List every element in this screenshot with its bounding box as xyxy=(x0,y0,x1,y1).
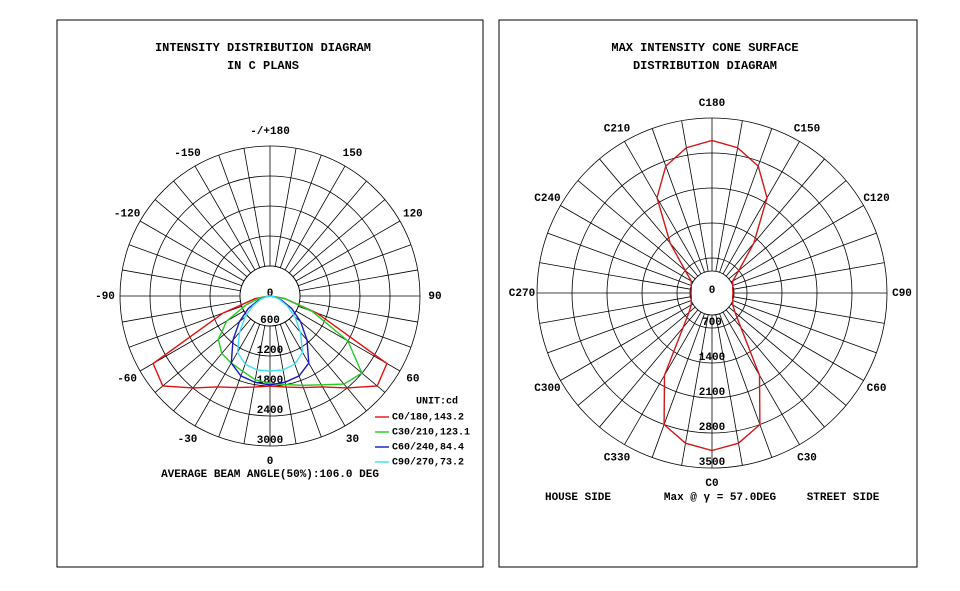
legend-label: C60/240,84.4 xyxy=(392,442,464,454)
angle-tick-label: -60 xyxy=(117,373,137,385)
angle-tick-label: C330 xyxy=(604,452,630,464)
legend-title: UNIT:cd xyxy=(416,396,458,408)
ring xyxy=(536,117,888,469)
angle-tick-label: -/+180 xyxy=(250,126,290,138)
panel-right xyxy=(498,19,918,568)
spoke xyxy=(547,232,692,286)
ring xyxy=(676,257,748,329)
spoke xyxy=(599,158,699,277)
spoke xyxy=(539,262,691,290)
spoke xyxy=(732,300,877,354)
spoke xyxy=(722,311,800,445)
angle-tick-label: C0 xyxy=(705,478,718,490)
angle-tick-label: C240 xyxy=(534,193,560,205)
chart-title: IN C PLANS xyxy=(227,59,299,73)
r-tick-label: 2400 xyxy=(257,405,283,417)
spoke xyxy=(651,313,705,458)
spoke xyxy=(730,205,864,283)
ring xyxy=(571,152,853,434)
r-tick-label: 600 xyxy=(260,315,280,327)
footer: STREET SIDE xyxy=(807,492,880,504)
curve xyxy=(656,139,768,452)
ring xyxy=(606,187,818,399)
angle-tick-label: 120 xyxy=(403,208,423,220)
ring xyxy=(641,222,783,364)
spoke xyxy=(681,314,709,466)
legend-label: C0/180,143.2 xyxy=(392,412,464,424)
ring xyxy=(119,145,421,447)
angle-tick-label: -120 xyxy=(114,208,140,220)
angle-tick-label: 30 xyxy=(346,434,359,446)
spoke xyxy=(728,306,847,406)
spoke xyxy=(732,232,877,286)
angle-tick-label: 90 xyxy=(428,291,441,303)
angle-tick-label: C120 xyxy=(863,193,889,205)
r-tick-label: 3500 xyxy=(699,457,725,469)
spoke xyxy=(547,300,692,354)
spoke xyxy=(560,205,694,283)
angle-tick-label: C150 xyxy=(794,123,820,135)
r-tick-label: 3000 xyxy=(257,435,283,447)
legend-label: C30/210,123.1 xyxy=(392,427,470,439)
legend-label: C90/270,73.2 xyxy=(392,457,464,469)
spoke xyxy=(719,313,773,458)
angle-tick-label: C180 xyxy=(699,98,725,110)
r-tick-label: 0 xyxy=(267,288,274,300)
spoke xyxy=(560,303,694,381)
spoke xyxy=(725,158,825,277)
chart-title: MAX INTENSITY CONE SURFACE xyxy=(611,41,798,55)
angle-tick-label: C300 xyxy=(534,383,560,395)
angle-tick-label: C90 xyxy=(892,288,912,300)
angle-tick-label: 60 xyxy=(406,373,419,385)
spoke xyxy=(728,180,847,280)
angle-tick-label: C270 xyxy=(509,288,535,300)
spoke xyxy=(715,314,743,466)
spoke xyxy=(539,296,691,324)
r-tick-label: 2100 xyxy=(699,387,725,399)
spoke xyxy=(733,262,885,290)
spoke xyxy=(599,309,699,428)
ring xyxy=(239,265,301,327)
footer: HOUSE SIDE xyxy=(545,492,611,504)
curve xyxy=(230,295,310,386)
curve xyxy=(236,295,304,372)
angle-tick-label: C210 xyxy=(604,123,630,135)
angle-tick-label: 150 xyxy=(343,148,363,160)
angle-tick-label: 0 xyxy=(267,456,274,468)
r-tick-label: 700 xyxy=(702,317,722,329)
spoke xyxy=(725,309,825,428)
inner-ring xyxy=(689,270,735,316)
r-tick-label: 2800 xyxy=(699,422,725,434)
spoke xyxy=(624,311,702,445)
r-tick-label: 0 xyxy=(709,285,716,297)
spoke xyxy=(730,303,864,381)
chart-title: INTENSITY DISTRIBUTION DIAGRAM xyxy=(155,41,371,55)
angle-tick-label: C30 xyxy=(797,452,817,464)
spoke xyxy=(577,180,696,280)
angle-tick-label: -90 xyxy=(95,291,115,303)
ring xyxy=(149,175,391,417)
spoke xyxy=(651,128,705,273)
spoke xyxy=(681,120,709,272)
spoke xyxy=(624,141,702,275)
chart-title: DISTRIBUTION DIAGRAM xyxy=(633,59,777,73)
ring xyxy=(209,235,331,357)
panel-left xyxy=(56,19,484,568)
r-tick-label: 1200 xyxy=(257,345,283,357)
spoke xyxy=(733,296,885,324)
spoke xyxy=(577,306,696,406)
r-tick-label: 1400 xyxy=(699,352,725,364)
spoke xyxy=(722,141,800,275)
curve xyxy=(217,295,363,387)
footer: AVERAGE BEAM ANGLE(50%):106.0 DEG xyxy=(161,469,379,481)
footer: Max @ γ = 57.0DEG xyxy=(664,492,777,504)
spoke xyxy=(715,120,743,272)
curve xyxy=(152,295,388,389)
angle-tick-label: -30 xyxy=(178,434,198,446)
angle-tick-label: -150 xyxy=(174,148,200,160)
spoke xyxy=(719,128,773,273)
angle-tick-label: C60 xyxy=(867,383,887,395)
